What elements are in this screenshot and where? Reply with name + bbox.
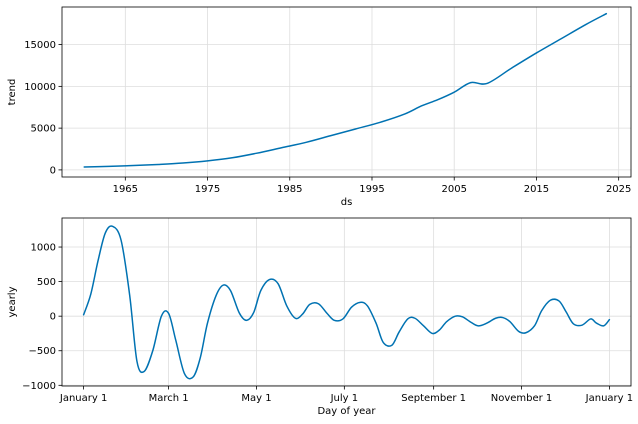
trend-plot-frame [61, 6, 632, 178]
yearly-plot-frame [61, 217, 632, 387]
trend-y-tick-label: 5000 [31, 124, 56, 135]
trend-x-axis-label: ds [341, 197, 353, 208]
yearly-y-tick-label: 500 [37, 277, 56, 288]
yearly-x-tick-label: March 1 [149, 393, 189, 404]
trend-x-tick-label: 1995 [359, 184, 384, 195]
yearly-x-tick-label: January 1 [585, 393, 633, 404]
yearly-y-tick-label: −500 [29, 346, 56, 357]
trend-line [83, 12, 608, 168]
yearly-x-tick-label: July 1 [330, 393, 359, 404]
trend-x-tick-label: 2015 [524, 184, 549, 195]
yearly-x-tick-label: September 1 [401, 393, 466, 404]
trend-y-tick-label: 0 [50, 165, 56, 176]
yearly-x-axis-label: Day of year [317, 406, 376, 417]
trend-y-tick-label: 15000 [24, 40, 56, 51]
trend-y-tick-label: 10000 [24, 82, 56, 93]
trend-panel: 1965 1975 1985 1995 2005 2015 2025 0 5000 10000 15… [7, 6, 632, 208]
trend-x-tick-label: 1985 [277, 184, 302, 195]
trend-y-axis-label: trend [7, 79, 18, 106]
yearly-y-axis-label: yearly [7, 286, 18, 317]
yearly-x-tick-label: May 1 [241, 393, 271, 404]
yearly-x-tick-label: November 1 [491, 393, 553, 404]
yearly-y-tick-label: −1000 [22, 381, 56, 392]
yearly-y-tick-label: 0 [50, 312, 56, 323]
trend-x-tick-label: 1965 [113, 184, 138, 195]
trend-x-tick-label: 2005 [441, 184, 466, 195]
yearly-x-tick-label: January 1 [59, 393, 107, 404]
yearly-y-tick-label: 1000 [31, 243, 56, 254]
yearly-line [82, 225, 611, 380]
yearly-panel: January 1 March 1 May 1 July 1 September 1 No… [7, 217, 633, 417]
trend-x-tick-label: 2025 [606, 184, 631, 195]
trend-x-tick-label: 1975 [195, 184, 220, 195]
